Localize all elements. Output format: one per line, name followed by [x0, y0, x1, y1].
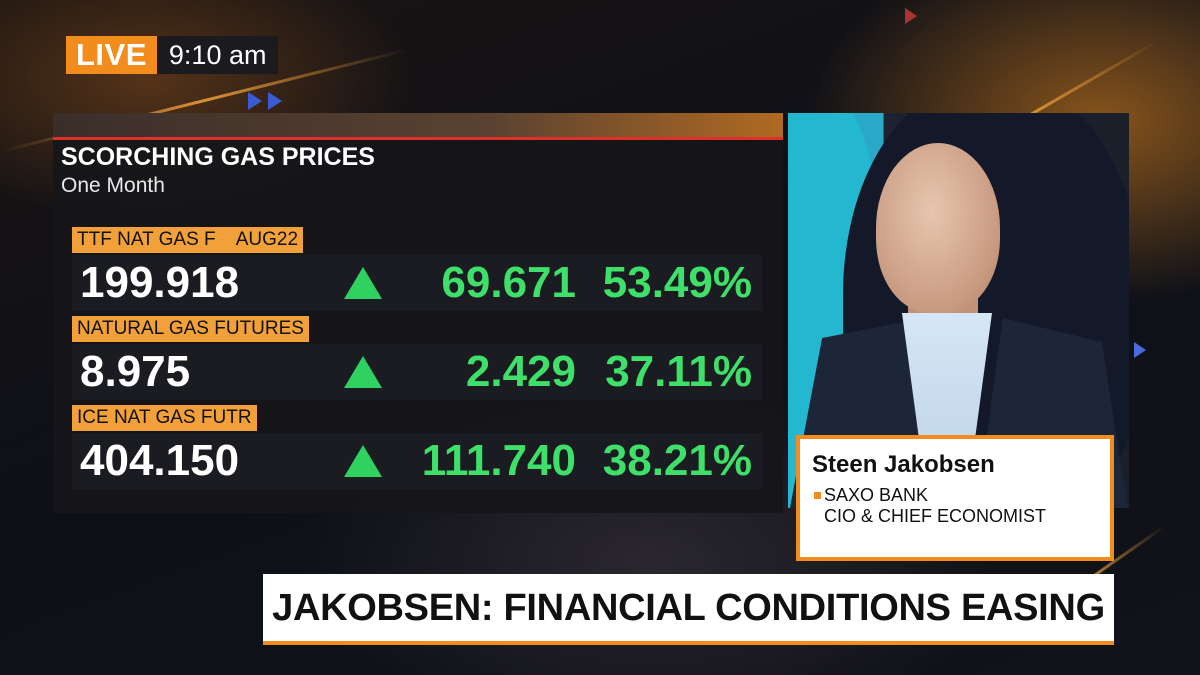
percent-change: 53.49% [602, 258, 752, 307]
panel-top-bar [53, 113, 783, 137]
broadcast-time: 9:10 am [156, 36, 279, 74]
instrument-label: NATURAL GAS FUTURES [72, 316, 309, 342]
background-triangle [248, 92, 262, 110]
up-arrow-icon [344, 267, 382, 299]
headline-bar: JAKOBSEN: FINANCIAL CONDITIONS EASING [263, 574, 1114, 645]
gas-prices-panel: SCORCHING GAS PRICES One Month TTF NAT G… [53, 113, 783, 513]
price-row-body: 8.975 2.429 37.11% [72, 344, 762, 400]
panel-rule [53, 137, 783, 140]
price-row-body: 199.918 69.671 53.49% [72, 255, 762, 311]
guest-name: Steen Jakobsen [812, 451, 995, 478]
price-row-body: 404.150 111.740 38.21% [72, 433, 762, 489]
guest-organization: SAXO BANK [824, 485, 929, 505]
background-triangle [268, 92, 282, 110]
net-change: 111.740 [421, 436, 576, 485]
guest-title: CIO & CHIEF ECONOMIST [824, 506, 1047, 526]
instrument-label: TTF NAT GAS F AUG22 [72, 227, 304, 253]
panel-title: SCORCHING GAS PRICES [61, 143, 375, 171]
up-arrow-icon [344, 445, 382, 477]
net-change: 2.429 [465, 347, 576, 396]
up-arrow-icon [344, 356, 382, 388]
live-bug: LIVE 9:10 am [66, 36, 279, 74]
instrument-price: 404.150 [80, 436, 240, 485]
percent-change: 38.21% [602, 436, 752, 485]
percent-change: 37.11% [605, 347, 752, 396]
guest-nameplate: Steen Jakobsen SAXO BANK CIO & CHIEF ECO… [796, 435, 1114, 561]
background-triangle [905, 8, 917, 24]
background-triangle [1134, 342, 1146, 358]
instrument-price: 199.918 [80, 258, 240, 307]
nameplate-bullet-icon [814, 492, 821, 499]
net-change: 69.671 [441, 258, 576, 307]
headline-text: JAKOBSEN: FINANCIAL CONDITIONS EASING [272, 587, 1105, 629]
live-badge: LIVE [66, 36, 157, 74]
panel-subtitle: One Month [61, 174, 165, 197]
instrument-price: 8.975 [80, 347, 191, 396]
instrument-label: ICE NAT GAS FUTR [72, 405, 257, 431]
guest-head [876, 143, 1000, 313]
